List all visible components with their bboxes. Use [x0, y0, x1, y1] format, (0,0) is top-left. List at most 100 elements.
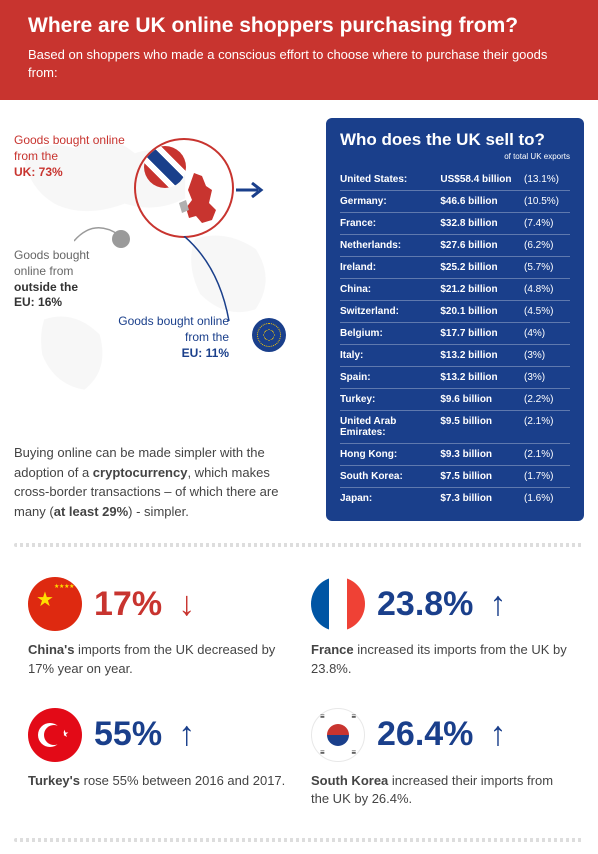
export-row: United States:US$58.4 billion(13.1%) — [340, 169, 570, 190]
export-amount: $25.2 billion — [440, 262, 524, 273]
export-row: Ireland:$25.2 billion(5.7%) — [340, 256, 570, 278]
page-subtitle: Based on shoppers who made a conscious e… — [28, 46, 570, 82]
export-amount: $20.1 billion — [440, 306, 524, 317]
up-arrow-icon: ↑ — [489, 585, 506, 624]
export-country: China: — [340, 284, 440, 295]
turkey-flag-icon: ★ — [28, 708, 82, 762]
export-amount: $46.6 billion — [440, 196, 524, 207]
export-country: France: — [340, 218, 440, 229]
stat-desc: China's imports from the UK decreased by… — [28, 641, 287, 677]
export-amount: $9.5 billion — [440, 416, 524, 438]
export-pct: (4.8%) — [524, 284, 570, 295]
section-divider — [14, 838, 584, 842]
export-country: United States: — [340, 174, 440, 185]
export-pct: (5.7%) — [524, 262, 570, 273]
export-pct: (13.1%) — [524, 174, 570, 185]
page-title: Where are UK online shoppers purchasing … — [28, 14, 570, 38]
export-pct: (7.4%) — [524, 218, 570, 229]
export-country: United Arab Emirates: — [340, 416, 440, 438]
export-amount: $17.7 billion — [440, 328, 524, 339]
france-flag-icon — [311, 577, 365, 631]
export-row: Japan:$7.3 billion(1.6%) — [340, 487, 570, 509]
export-pct: (2.2%) — [524, 394, 570, 405]
export-country: Turkey: — [340, 394, 440, 405]
top-section: Goods bought online from the UK: 73% Goo… — [0, 100, 598, 533]
export-row: France:$32.8 billion(7.4%) — [340, 212, 570, 234]
export-country: Hong Kong: — [340, 449, 440, 460]
callout-uk: Goods bought online from the UK: 73% — [14, 133, 129, 180]
export-amount: $9.6 billion — [440, 394, 524, 405]
export-panel: Who does the UK sell to? of total UK exp… — [326, 118, 584, 521]
connector-eu-icon — [179, 236, 239, 326]
section-divider — [14, 543, 584, 547]
export-country: Belgium: — [340, 328, 440, 339]
stat-desc: Turkey's rose 55% between 2016 and 2017. — [28, 772, 287, 790]
arrow-to-panel-icon — [236, 180, 266, 200]
export-row: Turkey:$9.6 billion(2.2%) — [340, 388, 570, 410]
callout-eu: Goods bought online from the EU: 11% — [109, 314, 229, 361]
export-row: Switzerland:$20.1 billion(4.5%) — [340, 300, 570, 322]
export-country: Switzerland: — [340, 306, 440, 317]
export-pct: (4.5%) — [524, 306, 570, 317]
export-panel-subtitle: of total UK exports — [340, 152, 570, 161]
stat-desc: France increased its imports from the UK… — [311, 641, 570, 677]
export-pct: (1.7%) — [524, 471, 570, 482]
callout-outside-eu: Goods bought online from outside the EU:… — [14, 248, 124, 310]
export-rows: United States:US$58.4 billion(13.1%)Germ… — [340, 169, 570, 509]
stat-france: 23.8% ↑ France increased its imports fro… — [311, 577, 570, 677]
export-row: Spain:$13.2 billion(3%) — [340, 366, 570, 388]
export-pct: (2.1%) — [524, 449, 570, 460]
export-row: China:$21.2 billion(4.8%) — [340, 278, 570, 300]
export-amount: $27.6 billion — [440, 240, 524, 251]
buying-text: Buying online can be made simpler with t… — [14, 443, 296, 521]
uk-globe-icon — [134, 138, 234, 238]
stat-pct: 55% — [94, 715, 162, 754]
export-amount: $9.3 billion — [440, 449, 524, 460]
export-country: South Korea: — [340, 471, 440, 482]
export-amount: $13.2 billion — [440, 350, 524, 361]
export-pct: (6.2%) — [524, 240, 570, 251]
stat-turkey: ★ 55% ↑ Turkey's rose 55% between 2016 a… — [28, 708, 287, 808]
export-country: Ireland: — [340, 262, 440, 273]
up-arrow-icon: ↑ — [489, 715, 506, 754]
china-flag-icon — [28, 577, 82, 631]
connector-outside-icon — [74, 213, 119, 243]
export-row: United Arab Emirates:$9.5 billion(2.1%) — [340, 410, 570, 443]
export-amount: $7.5 billion — [440, 471, 524, 482]
stat-pct: 26.4% — [377, 715, 473, 754]
export-country: Spain: — [340, 372, 440, 383]
export-country: Germany: — [340, 196, 440, 207]
stats-grid: 17% ↓ China's imports from the UK decrea… — [0, 557, 598, 828]
export-pct: (10.5%) — [524, 196, 570, 207]
export-row: Hong Kong:$9.3 billion(2.1%) — [340, 443, 570, 465]
export-country: Netherlands: — [340, 240, 440, 251]
export-pct: (1.6%) — [524, 493, 570, 504]
header: Where are UK online shoppers purchasing … — [0, 0, 598, 100]
export-pct: (3%) — [524, 350, 570, 361]
map-column: Goods bought online from the UK: 73% Goo… — [14, 118, 316, 521]
export-row: Belgium:$17.7 billion(4%) — [340, 322, 570, 344]
export-amount: $21.2 billion — [440, 284, 524, 295]
stat-desc: South Korea increased their imports from… — [311, 772, 570, 808]
stat-pct: 23.8% — [377, 585, 473, 624]
export-amount: $32.8 billion — [440, 218, 524, 229]
stat-korea: ≡≡ ≡≡ 26.4% ↑ South Korea increased thei… — [311, 708, 570, 808]
export-amount: $13.2 billion — [440, 372, 524, 383]
export-panel-title: Who does the UK sell to? — [340, 130, 570, 150]
stat-china: 17% ↓ China's imports from the UK decrea… — [28, 577, 287, 677]
export-country: Italy: — [340, 350, 440, 361]
export-row: Germany:$46.6 billion(10.5%) — [340, 190, 570, 212]
export-amount: $7.3 billion — [440, 493, 524, 504]
stat-pct: 17% — [94, 585, 162, 624]
export-pct: (2.1%) — [524, 416, 570, 438]
export-amount: US$58.4 billion — [440, 174, 524, 185]
south-korea-flag-icon: ≡≡ ≡≡ — [311, 708, 365, 762]
export-row: Netherlands:$27.6 billion(6.2%) — [340, 234, 570, 256]
export-country: Japan: — [340, 493, 440, 504]
down-arrow-icon: ↓ — [178, 585, 195, 624]
export-row: Italy:$13.2 billion(3%) — [340, 344, 570, 366]
export-pct: (4%) — [524, 328, 570, 339]
export-row: South Korea:$7.5 billion(1.7%) — [340, 465, 570, 487]
uk-map-icon — [174, 168, 224, 228]
up-arrow-icon: ↑ — [178, 715, 195, 754]
